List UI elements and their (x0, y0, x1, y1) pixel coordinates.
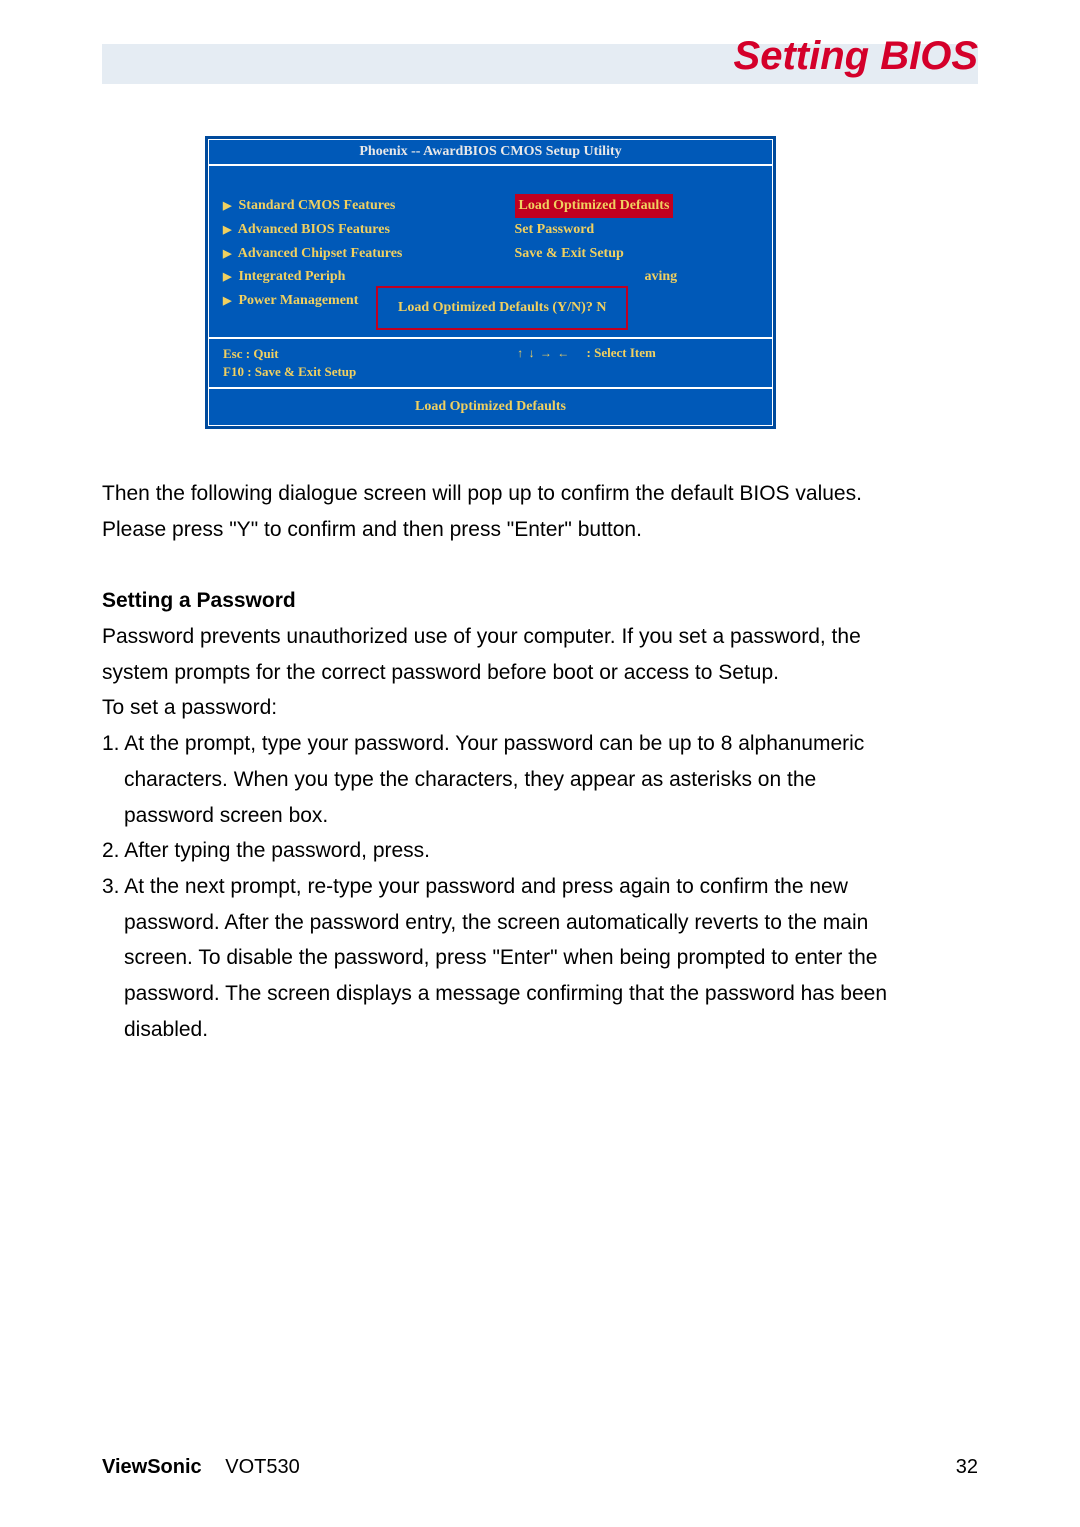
list-item: disabled. (102, 1012, 978, 1048)
bios-menu-item-highlighted: Load Optimized Defaults (515, 194, 674, 218)
list-item: screen. To disable the password, press "… (102, 940, 978, 976)
document-body: Then the following dialogue screen will … (102, 476, 978, 1047)
section-heading: Setting a Password (102, 583, 978, 619)
bios-screenshot: Phoenix -- AwardBIOS CMOS Setup Utility … (205, 136, 776, 429)
bios-help-select: : Select Item (587, 345, 656, 360)
paragraph-line: Then the following dialogue screen will … (102, 476, 978, 512)
bios-help-f10: F10 : Save & Exit Setup (223, 363, 517, 381)
list-item: password. After the password entry, the … (102, 905, 978, 941)
bios-menu-item: Integrated Periph (239, 269, 346, 284)
list-item: 1. At the prompt, type your password. Yo… (102, 726, 978, 762)
list-item: characters. When you type the characters… (102, 762, 978, 798)
paragraph-line: Password prevents unauthorized use of yo… (102, 619, 978, 655)
bios-title: Phoenix -- AwardBIOS CMOS Setup Utility (209, 140, 772, 166)
footer-brand: ViewSonic (102, 1456, 202, 1478)
arrows-icon: ↑ ↓ → ← (517, 346, 570, 360)
bios-menu-item: Advanced BIOS Features (238, 222, 390, 237)
bios-menu-item: Advanced Chipset Features (238, 246, 403, 261)
footer-model: VOT530 (225, 1456, 299, 1478)
bios-help-esc: Esc : Quit (223, 345, 517, 363)
triangle-icon: ▶ (223, 292, 235, 311)
page-footer: ViewSonic VOT530 32 (102, 1456, 978, 1479)
triangle-icon: ▶ (223, 197, 235, 216)
paragraph-line: system prompts for the correct password … (102, 655, 978, 691)
paragraph-line: Please press "Y" to confirm and then pre… (102, 512, 978, 548)
list-item: password screen box. (102, 798, 978, 834)
page-number: 32 (956, 1456, 978, 1479)
bios-dialog: Load Optimized Defaults (Y/N)? N (376, 286, 628, 330)
triangle-icon: ▶ (223, 221, 235, 240)
bios-footer: Load Optimized Defaults (209, 387, 772, 425)
bios-help-bar: Esc : Quit F10 : Save & Exit Setup ↑ ↓ →… (209, 337, 772, 387)
list-item: password. The screen displays a message … (102, 976, 978, 1012)
paragraph-line: To set a password: (102, 690, 978, 726)
bios-menu-item: Power Management (239, 293, 359, 308)
triangle-icon: ▶ (223, 268, 235, 287)
bios-menu-item: Set Password (515, 218, 759, 242)
bios-menu-item: Standard CMOS Features (239, 198, 396, 213)
list-item: 3. At the next prompt, re-type your pass… (102, 869, 978, 905)
triangle-icon: ▶ (223, 245, 235, 264)
list-item: 2. After typing the password, press. (102, 833, 978, 869)
page-header-title: Setting BIOS (734, 34, 978, 79)
bios-menu-item: Save & Exit Setup (515, 242, 759, 266)
